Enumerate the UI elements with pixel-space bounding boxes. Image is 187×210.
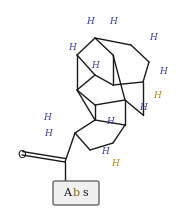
Text: H: H <box>101 147 109 156</box>
Text: s: s <box>82 188 88 198</box>
Text: H: H <box>109 17 117 26</box>
Text: H: H <box>106 118 114 126</box>
Text: H: H <box>91 60 99 70</box>
Text: A: A <box>63 188 71 198</box>
Text: H: H <box>68 42 76 51</box>
Text: b: b <box>72 188 79 198</box>
Text: H: H <box>43 113 51 122</box>
Text: H: H <box>139 104 147 113</box>
Text: H: H <box>86 17 94 26</box>
Text: H: H <box>149 34 157 42</box>
FancyBboxPatch shape <box>53 181 99 205</box>
Text: H: H <box>111 159 119 168</box>
Text: H: H <box>153 91 161 100</box>
Text: O: O <box>18 150 26 160</box>
Text: H: H <box>159 67 167 76</box>
Text: H: H <box>44 129 52 138</box>
